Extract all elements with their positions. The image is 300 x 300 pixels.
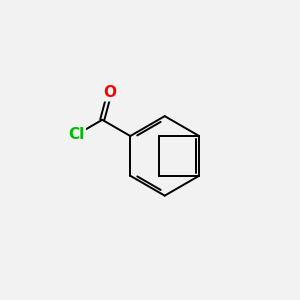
Text: O: O bbox=[103, 85, 116, 100]
Text: Cl: Cl bbox=[69, 127, 85, 142]
